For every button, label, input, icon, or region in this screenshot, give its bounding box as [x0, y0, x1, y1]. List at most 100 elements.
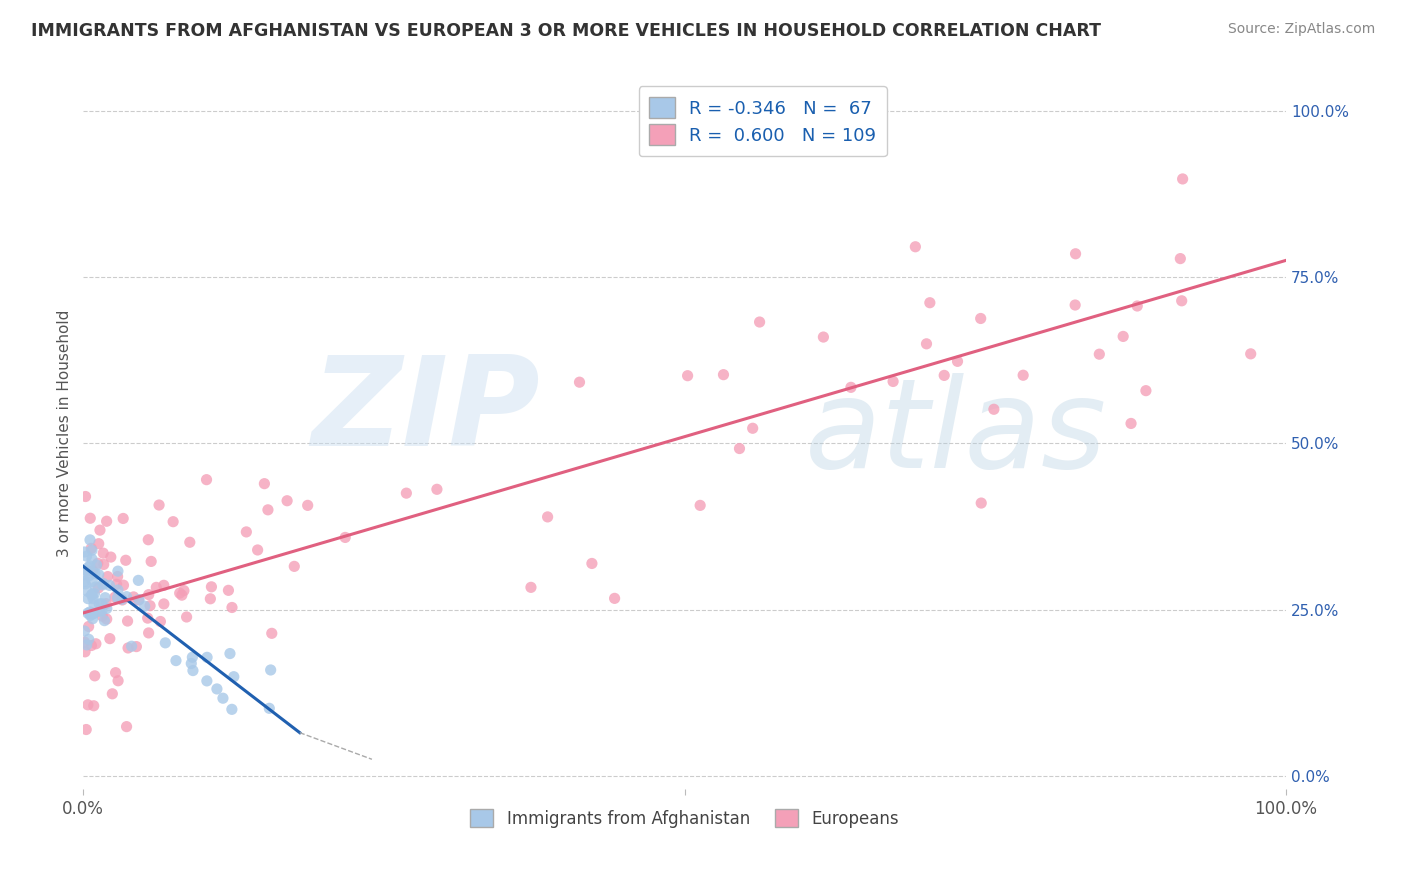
Point — [80, 552, 103, 566]
Point — [79, 533, 101, 547]
Point — [114, 553, 136, 567]
Point — [128, 593, 150, 607]
Point — [83, 598, 105, 612]
Point — [107, 591, 129, 605]
Point — [179, 535, 201, 549]
Point — [75, 490, 97, 504]
Point — [111, 593, 134, 607]
Point — [82, 574, 104, 589]
Point — [181, 664, 204, 678]
Point — [77, 591, 100, 606]
Point — [79, 558, 101, 573]
Point — [180, 657, 202, 671]
Point — [79, 568, 101, 582]
Point — [104, 665, 127, 680]
Point — [107, 569, 129, 583]
Point — [970, 311, 993, 326]
Point — [89, 523, 111, 537]
Point — [82, 612, 104, 626]
Point — [87, 556, 110, 570]
Point — [138, 626, 160, 640]
Point — [77, 560, 100, 574]
Point — [882, 375, 904, 389]
Point — [83, 566, 105, 581]
Point — [84, 637, 107, 651]
Point — [970, 496, 993, 510]
Point — [748, 315, 770, 329]
Point — [983, 402, 1005, 417]
Point — [75, 577, 97, 591]
Point — [83, 669, 105, 683]
Point — [253, 476, 276, 491]
Point — [76, 638, 98, 652]
Point — [96, 612, 118, 626]
Point — [73, 624, 96, 638]
Legend: Immigrants from Afghanistan, Europeans: Immigrants from Afghanistan, Europeans — [464, 803, 905, 834]
Point — [235, 524, 257, 539]
Point — [713, 368, 735, 382]
Point — [217, 583, 239, 598]
Point — [96, 597, 118, 611]
Point — [200, 580, 222, 594]
Point — [82, 606, 104, 620]
Point — [839, 380, 862, 394]
Point — [139, 599, 162, 613]
Point — [107, 564, 129, 578]
Point — [149, 615, 172, 629]
Point — [115, 590, 138, 604]
Point — [107, 582, 129, 597]
Point — [195, 650, 218, 665]
Point — [1064, 298, 1087, 312]
Point — [77, 619, 100, 633]
Point — [568, 375, 591, 389]
Point — [86, 558, 108, 572]
Point — [1088, 347, 1111, 361]
Point — [73, 635, 96, 649]
Point — [1171, 172, 1194, 186]
Point — [80, 541, 103, 556]
Point — [153, 597, 176, 611]
Text: IMMIGRANTS FROM AFGHANISTAN VS EUROPEAN 3 OR MORE VEHICLES IN HOUSEHOLD CORRELAT: IMMIGRANTS FROM AFGHANISTAN VS EUROPEAN … — [31, 22, 1101, 40]
Point — [79, 608, 101, 623]
Point — [946, 354, 969, 368]
Point — [104, 591, 127, 605]
Point — [520, 580, 543, 594]
Point — [221, 702, 243, 716]
Point — [80, 639, 103, 653]
Point — [246, 543, 269, 558]
Point — [200, 591, 222, 606]
Point — [90, 597, 112, 611]
Point — [77, 632, 100, 647]
Point — [82, 587, 104, 601]
Point — [257, 503, 280, 517]
Point — [153, 578, 176, 592]
Point — [91, 546, 114, 560]
Point — [297, 499, 319, 513]
Point — [80, 543, 103, 558]
Point — [918, 295, 941, 310]
Point — [83, 698, 105, 713]
Point — [1112, 329, 1135, 343]
Point — [195, 673, 218, 688]
Point — [96, 514, 118, 528]
Point — [84, 580, 107, 594]
Point — [728, 442, 751, 456]
Point — [1170, 293, 1192, 308]
Point — [1135, 384, 1157, 398]
Point — [75, 723, 97, 737]
Text: Source: ZipAtlas.com: Source: ZipAtlas.com — [1227, 22, 1375, 37]
Point — [904, 240, 927, 254]
Point — [105, 577, 128, 591]
Point — [93, 614, 115, 628]
Point — [96, 601, 118, 615]
Point — [75, 564, 97, 578]
Point — [1168, 252, 1191, 266]
Point — [98, 578, 121, 592]
Point — [813, 330, 835, 344]
Text: atlas: atlas — [804, 373, 1107, 494]
Point — [173, 583, 195, 598]
Point — [221, 600, 243, 615]
Y-axis label: 3 or more Vehicles in Household: 3 or more Vehicles in Household — [58, 310, 72, 557]
Point — [676, 368, 699, 383]
Point — [90, 604, 112, 618]
